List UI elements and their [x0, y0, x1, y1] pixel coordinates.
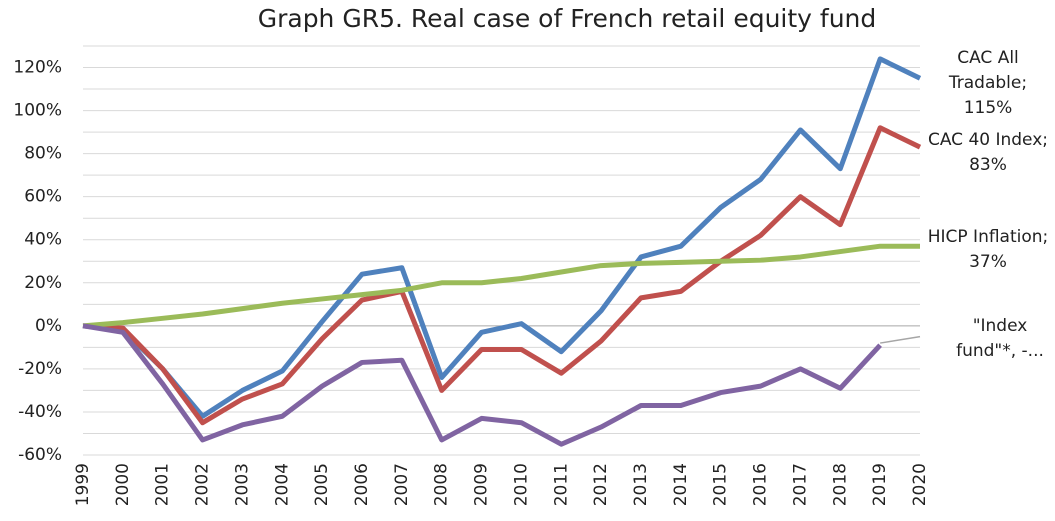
- series-label: 37%: [969, 252, 1007, 272]
- series-line: [82, 323, 882, 447]
- y-tick-label: -60%: [18, 445, 62, 465]
- series-label: fund"*, -...: [956, 341, 1044, 361]
- x-tick-label: 2015: [711, 463, 731, 506]
- series-label: HICP Inflation;: [928, 227, 1049, 247]
- y-tick-label: 100%: [13, 101, 62, 121]
- series-label: Tradable;: [948, 73, 1027, 93]
- x-tick-label: 1999: [73, 463, 93, 506]
- series-line: [82, 243, 920, 329]
- y-tick-label: 40%: [24, 230, 62, 250]
- x-tick-label: 2011: [551, 463, 571, 506]
- x-tick-label: 2013: [631, 463, 651, 506]
- x-tick-label: 2007: [392, 463, 412, 506]
- x-tick-label: 2001: [153, 463, 173, 506]
- y-tick-label: 120%: [13, 58, 62, 78]
- x-tick-label: 2012: [591, 463, 611, 506]
- x-tick-label: 2002: [193, 463, 213, 506]
- y-tick-label: -20%: [18, 359, 62, 379]
- y-tick-label: 20%: [24, 273, 62, 293]
- series-label: 115%: [964, 98, 1013, 118]
- x-tick-label: 2017: [790, 463, 810, 506]
- x-tick-label: 2009: [472, 463, 492, 506]
- x-tick-label: 2005: [312, 463, 332, 506]
- y-tick-label: 60%: [24, 187, 62, 207]
- x-tick-label: 2000: [113, 463, 133, 506]
- series-label: CAC 40 Index;: [928, 130, 1048, 150]
- chart-title: Graph GR5. Real case of French retail eq…: [258, 4, 877, 33]
- series-line: [880, 335, 921, 344]
- x-tick-label: 2020: [910, 463, 930, 506]
- series-line: [82, 56, 922, 419]
- x-tick-label: 2008: [432, 463, 452, 506]
- x-tick-label: 2018: [830, 463, 850, 506]
- x-tick-label: 2004: [272, 463, 292, 506]
- x-tick-label: 2016: [751, 463, 771, 506]
- series-label: CAC All: [957, 48, 1019, 68]
- series-label: "Index: [973, 316, 1028, 336]
- y-tick-label: -40%: [18, 402, 62, 422]
- x-tick-label: 2010: [511, 463, 531, 506]
- y-tick-label: 0%: [35, 316, 62, 336]
- y-tick-label: 80%: [24, 144, 62, 164]
- x-tick-label: 2006: [352, 463, 372, 506]
- x-tick-label: 2019: [870, 463, 890, 506]
- x-tick-label: 2003: [232, 463, 252, 506]
- x-tick-label: 2014: [671, 463, 691, 506]
- series-label: 83%: [969, 155, 1007, 175]
- series-line: [82, 125, 922, 426]
